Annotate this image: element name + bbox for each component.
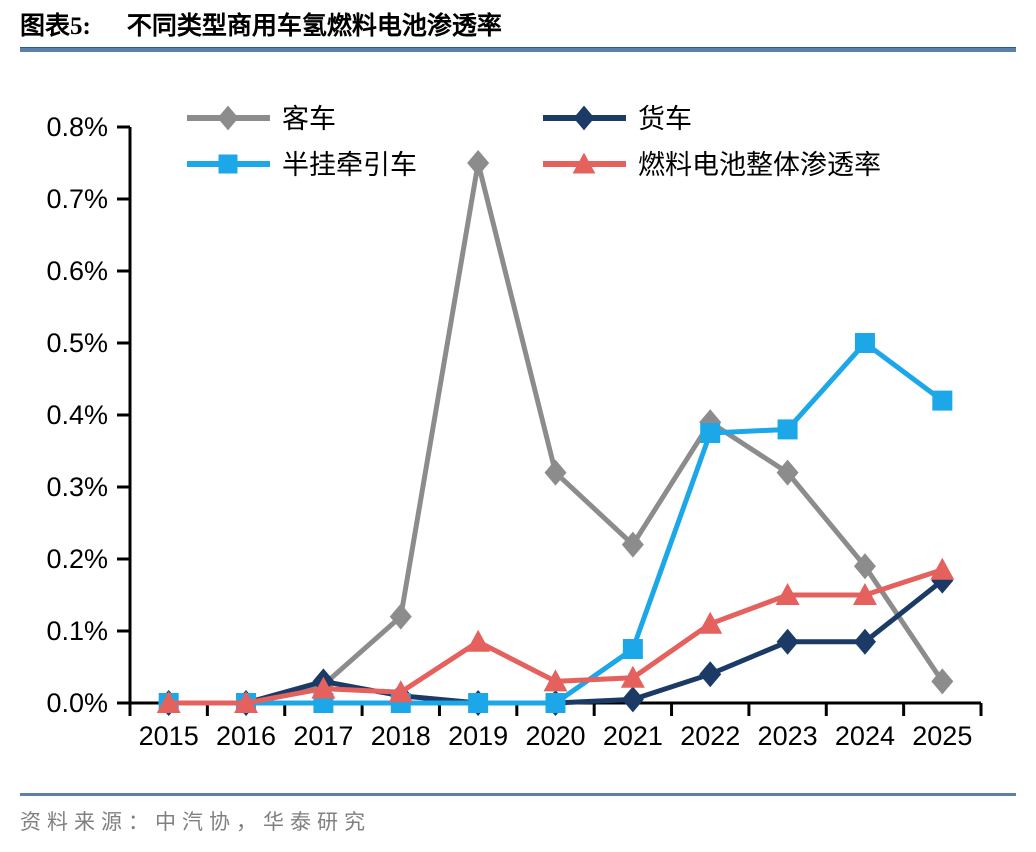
series-semi-trailer-tractor-point [468, 693, 489, 713]
legend-label-semi-trailer-tractor: 半挂牵引车 [282, 150, 417, 180]
series-truck-point [621, 686, 644, 713]
legend-label-truck: 货车 [638, 104, 692, 134]
legend-marker-bus [217, 105, 239, 131]
series-fuel-cell-overall-point [775, 583, 800, 605]
legend-item-truck: 货车 [543, 104, 692, 134]
series-semi-trailer-tractor-point [545, 693, 566, 713]
series-truck-point [853, 628, 876, 655]
series-fuel-cell-overall-point [852, 583, 877, 605]
series-semi-trailer-tractor-point [932, 390, 953, 411]
legend-item-semi-trailer-tractor: 半挂牵引车 [187, 150, 417, 180]
footer-separator [20, 793, 1016, 796]
y-tick-label: 0.2% [46, 544, 108, 574]
y-tick-label: 0.6% [46, 256, 108, 286]
series-bus-point [776, 459, 799, 486]
x-tick-label: 2021 [603, 721, 663, 751]
series-bus-point [621, 531, 644, 558]
series-truck-point [776, 628, 799, 655]
series-fuel-cell-overall-point [543, 669, 568, 692]
y-tick-label: 0.5% [46, 328, 108, 358]
title-underline [20, 47, 1016, 52]
legend-marker-truck [573, 105, 595, 131]
x-tick-label: 2018 [371, 721, 431, 751]
source-note: 资料来源：中汽协，华泰研究 [20, 810, 371, 834]
series-semi-trailer-tractor-point [622, 639, 643, 659]
figure-title-text: 不同类型商用车氢燃料电池渗透率 [126, 13, 502, 40]
series-semi-trailer-tractor-point [700, 423, 721, 443]
x-tick-label: 2025 [912, 721, 972, 751]
x-tick-label: 2023 [758, 721, 818, 751]
series-fuel-cell-overall [156, 557, 955, 713]
x-tick-label: 2020 [525, 721, 585, 751]
series-bus-point [467, 150, 490, 176]
x-tick-label: 2016 [216, 721, 276, 751]
axes: 0.0% 0.1% 0.2% 0.3% 0.4% 0.5% 0.6% 0.7% 0.8% 2015… [46, 112, 983, 751]
x-tick-label: 2015 [139, 721, 199, 751]
legend-marker-semi-trailer-tractor [218, 154, 238, 174]
series-semi-trailer-tractor [158, 333, 953, 713]
figure-title: 图表5: 不同类型商用车氢燃料电池渗透率 [20, 6, 502, 42]
legend-label-bus: 客车 [282, 104, 336, 134]
y-tick-label: 0.8% [46, 112, 108, 142]
series-bus-point [853, 553, 876, 580]
legend-marker-fuel-cell-overall [572, 152, 596, 174]
series-bus-point [544, 459, 567, 486]
y-tick-label: 0.4% [46, 400, 108, 430]
series-bus [157, 150, 954, 716]
series-semi-trailer-tractor-point [854, 333, 875, 353]
y-tick-label: 0.0% [46, 688, 108, 718]
series-semi-trailer-tractor-point [777, 419, 798, 440]
series-fuel-cell-overall-point [311, 676, 336, 699]
legend-label-fuel-cell-overall: 燃料电池整体渗透率 [638, 150, 881, 180]
x-tick-label: 2019 [448, 721, 508, 751]
series-fuel-cell-overall-point [620, 665, 645, 688]
series-fuel-cell-overall-point [466, 629, 491, 652]
series-fuel-cell-overall-point [698, 611, 723, 634]
x-tick-label: 2022 [680, 721, 740, 751]
series-truck-point [699, 661, 722, 688]
series-bus-line [168, 162, 945, 706]
series-fuel-cell-overall-point [234, 691, 259, 713]
series-fuel-cell-overall-point [388, 680, 413, 703]
figure-label: 图表5: [20, 13, 91, 40]
legend-item-bus: 客车 [187, 104, 336, 134]
series-bus-point [389, 603, 412, 630]
series-fuel-cell-overall-point [156, 691, 181, 713]
legend-item-fuel-cell-overall: 燃料电池整体渗透率 [543, 150, 881, 180]
series-fuel-cell-overall-point [930, 557, 955, 580]
y-tick-label: 0.1% [46, 616, 108, 646]
x-tick-label: 2017 [293, 721, 353, 751]
series-bus-point [931, 668, 954, 695]
y-tick-label: 0.3% [46, 472, 108, 502]
y-tick-label: 0.7% [46, 184, 108, 214]
x-tick-label: 2024 [835, 721, 895, 751]
